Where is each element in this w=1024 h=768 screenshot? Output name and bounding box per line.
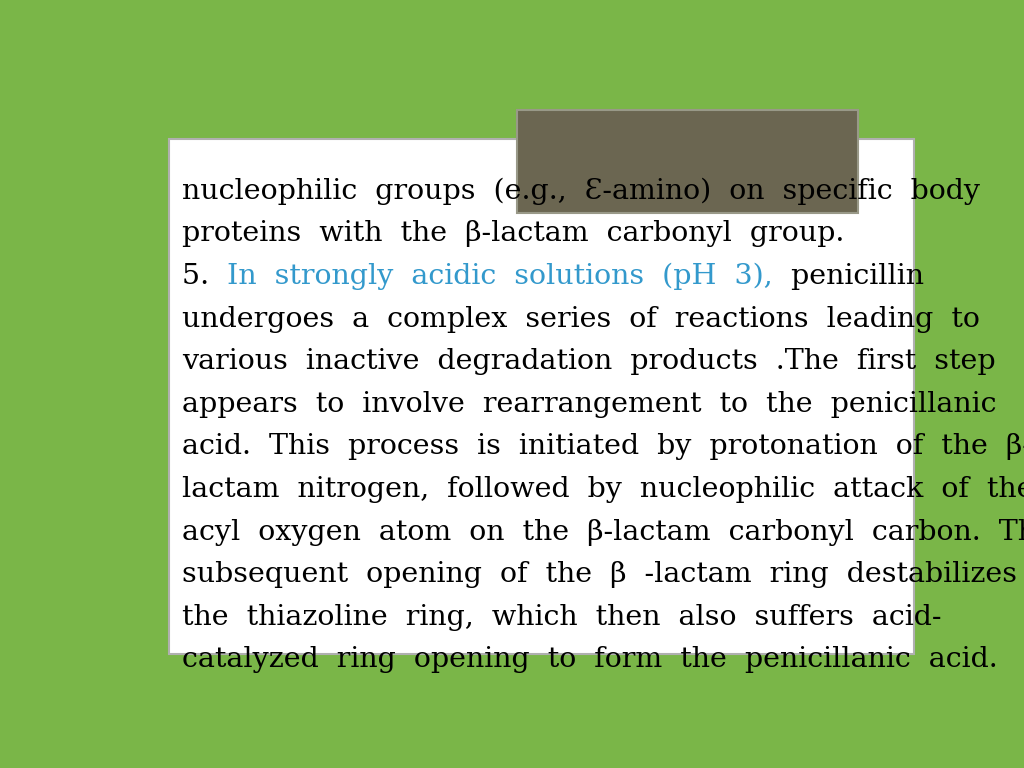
- Text: various  inactive  degradation  products  .The  first  step: various inactive degradation products .T…: [182, 348, 995, 376]
- Text: lactam  nitrogen,  followed  by  nucleophilic  attack  of  the: lactam nitrogen, followed by nucleophili…: [182, 476, 1024, 503]
- Text: proteins  with  the  β-lactam  carbonyl  group.: proteins with the β-lactam carbonyl grou…: [182, 220, 845, 247]
- Text: acid.  This  process  is  initiated  by  protonation  of  the  β-: acid. This process is initiated by proto…: [182, 433, 1024, 460]
- Text: appears  to  involve  rearrangement  to  the  penicillanic: appears to involve rearrangement to the …: [182, 391, 996, 418]
- Text: subsequent  opening  of  the  β  -lactam  ring  destabilizes: subsequent opening of the β -lactam ring…: [182, 561, 1017, 588]
- Text: penicillin: penicillin: [773, 263, 924, 290]
- Text: acyl  oxygen  atom  on  the  β-lactam  carbonyl  carbon.  The: acyl oxygen atom on the β-lactam carbony…: [182, 518, 1024, 545]
- FancyBboxPatch shape: [517, 110, 858, 214]
- Text: the  thiazoline  ring,  which  then  also  suffers  acid-: the thiazoline ring, which then also suf…: [182, 604, 941, 631]
- Text: 5.: 5.: [182, 263, 227, 290]
- Text: nucleophilic  groups  (e.g.,  Ɛ-amino)  on  specific  body: nucleophilic groups (e.g., Ɛ-amino) on s…: [182, 178, 980, 205]
- Text: undergoes  a  complex  series  of  reactions  leading  to: undergoes a complex series of reactions …: [182, 306, 980, 333]
- Text: catalyzed  ring  opening  to  form  the  penicillanic  acid.: catalyzed ring opening to form the penic…: [182, 646, 997, 674]
- FancyBboxPatch shape: [169, 140, 913, 654]
- Text: In  strongly  acidic  solutions  (pH  3),: In strongly acidic solutions (pH 3),: [227, 263, 773, 290]
